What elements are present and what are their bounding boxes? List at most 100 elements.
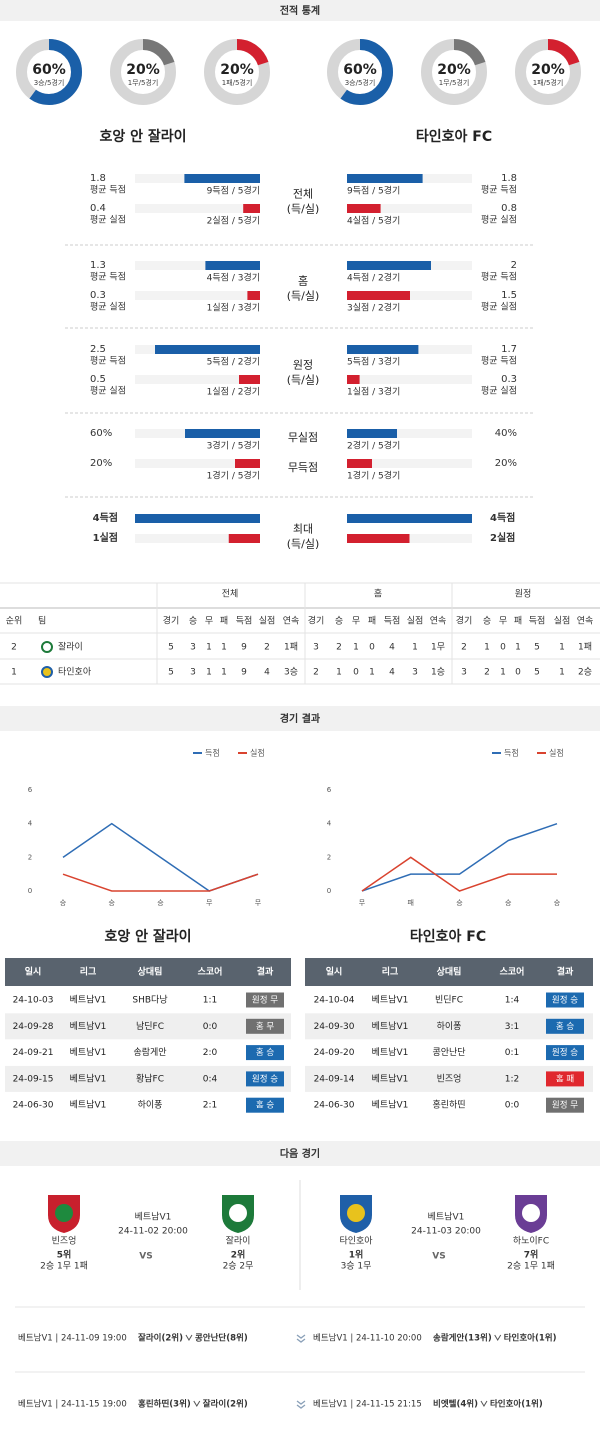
bar xyxy=(347,204,381,213)
stat-cell: 1 xyxy=(336,668,342,678)
bar-track xyxy=(347,459,472,468)
bar-track xyxy=(135,291,260,300)
cell: 베트남V1 xyxy=(70,995,107,1006)
stat-value: 4득점 xyxy=(490,512,515,524)
cell: 베트남V1 xyxy=(70,1100,107,1111)
team-logo xyxy=(347,1204,365,1222)
table-header: 연속 xyxy=(577,616,594,627)
cell: 24-06-30 xyxy=(13,1101,54,1111)
cell: 0:4 xyxy=(203,1074,218,1084)
bar xyxy=(347,459,372,468)
vs: VS xyxy=(432,1252,445,1262)
group-label: 홈 xyxy=(298,274,308,288)
donut-detail: 1무/5경기 xyxy=(439,78,470,87)
section-band xyxy=(0,1141,600,1166)
stat-value: 2 xyxy=(511,260,517,271)
stat-cell: 1 xyxy=(484,643,490,653)
team-rank: 1위 xyxy=(349,1249,364,1261)
donut-label: 20% xyxy=(126,62,160,78)
away-team: 잘라이(2위) xyxy=(203,1399,248,1410)
group-label: (득/실) xyxy=(287,538,320,551)
group-label: 전체 xyxy=(293,188,313,201)
table-row xyxy=(5,1013,291,1040)
stat-cell: 1 xyxy=(369,668,375,678)
stat-caption: 평균 실점 xyxy=(481,214,517,226)
home-team: 송람게안(13위) xyxy=(433,1333,492,1344)
stat-value: 0.3 xyxy=(501,374,517,385)
bar xyxy=(347,261,431,270)
col-header: 결과 xyxy=(557,966,574,978)
table-header: 득점 xyxy=(384,615,401,627)
cell: 24-09-14 xyxy=(314,1074,355,1084)
stat-value: 0.5 xyxy=(90,374,106,385)
stat-cell: 2승 xyxy=(578,667,592,678)
bar xyxy=(347,291,410,300)
col-header: 스코어 xyxy=(500,966,525,978)
bar xyxy=(347,375,360,384)
stat-cell: 1패 xyxy=(284,642,298,653)
bar-track xyxy=(135,459,260,468)
stat-cell: 1 xyxy=(206,668,212,678)
section-title: 경기 결과 xyxy=(280,712,321,725)
stat-detail: 3실점 / 2경기 xyxy=(347,302,400,314)
y-tick-label: 6 xyxy=(28,786,33,794)
league: 베트남V1 xyxy=(135,1212,172,1223)
bar xyxy=(135,514,260,523)
cell: 24-06-30 xyxy=(314,1101,355,1111)
cell: 3:1 xyxy=(505,1022,519,1032)
table-header: 패 xyxy=(220,616,228,627)
bar-track xyxy=(135,261,260,270)
stat-value: 4득점 xyxy=(93,512,118,524)
bar xyxy=(347,345,419,354)
bar xyxy=(228,534,260,543)
stat-detail: 1실점 / 3경기 xyxy=(347,386,400,398)
col-header: 리그 xyxy=(382,966,399,978)
result-label: 홈 승 xyxy=(556,1021,575,1032)
bar xyxy=(239,375,260,384)
donut-arc xyxy=(204,39,270,105)
col-header: 결과 xyxy=(257,966,274,978)
team-name: 타인호아 FC xyxy=(416,128,492,145)
team-rank: 2위 xyxy=(231,1249,246,1261)
result-label: 원정 승 xyxy=(552,995,578,1006)
stat-cell: 3 xyxy=(190,643,196,653)
bar-track xyxy=(347,375,472,384)
stat-caption: 평균 득점 xyxy=(481,271,517,283)
bar xyxy=(184,174,260,183)
stat-cell: 3 xyxy=(461,668,467,678)
stat-detail: 2경기 / 5경기 xyxy=(347,440,400,452)
match-time: 24-11-03 20:00 xyxy=(411,1227,481,1237)
table-header: 순위 xyxy=(6,616,23,627)
cell: 24-09-21 xyxy=(13,1048,54,1058)
table-header: 득점 xyxy=(236,615,253,627)
stat-caption: 평균 득점 xyxy=(90,271,126,283)
donut-detail: 1패/5경기 xyxy=(222,78,253,87)
x-tick-label: 무 xyxy=(255,899,262,907)
donut-detail: 1무/5경기 xyxy=(128,78,159,87)
stat-cell: 5 xyxy=(534,668,540,678)
table-header: 경기 xyxy=(456,615,473,627)
stat-value: 1.8 xyxy=(501,173,517,184)
away-team: 콩안난단(8위) xyxy=(195,1333,248,1344)
table-header: 경기 xyxy=(163,615,180,627)
team-name: 잘라이 xyxy=(226,1235,251,1247)
chevron xyxy=(480,1400,488,1407)
result-badge xyxy=(546,992,584,1008)
stat-detail: 2실점 / 5경기 xyxy=(207,215,260,227)
table-header: 패 xyxy=(368,616,376,627)
table-header: 무 xyxy=(352,616,360,627)
legend-label: 실점 xyxy=(250,748,265,758)
team: 타인호아 xyxy=(58,667,92,678)
x-tick-label: 무 xyxy=(206,899,213,907)
donut-arc xyxy=(16,39,82,105)
team-rank: 7위 xyxy=(524,1249,539,1261)
table-row xyxy=(305,987,593,1013)
stat-cell: 5 xyxy=(168,668,174,678)
group-label: (득/실) xyxy=(287,290,320,303)
stat-caption: 평균 실점 xyxy=(90,214,126,226)
away-team: 타인호아(1위) xyxy=(504,1333,557,1344)
group-label: 원정 xyxy=(293,359,313,372)
stat-detail: 1경기 / 5경기 xyxy=(207,470,260,482)
league: 베트남V1 xyxy=(428,1212,465,1223)
cell: 송람게안 xyxy=(133,1046,166,1058)
